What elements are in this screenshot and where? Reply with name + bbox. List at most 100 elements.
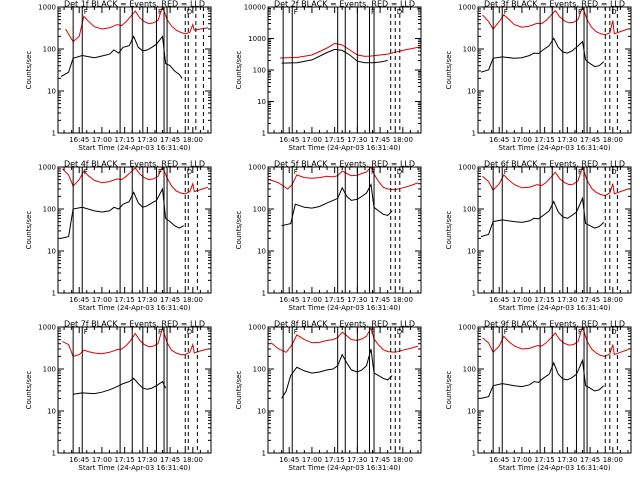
marker-label: F xyxy=(371,168,375,176)
x-tick-label: 17:00 xyxy=(302,296,322,304)
x-tick-label: 17:00 xyxy=(302,456,322,464)
marker-label: F xyxy=(504,328,508,336)
y-tick-label: 10 xyxy=(467,248,476,256)
x-tick-label: 16:45 xyxy=(279,456,299,464)
marker-label: F xyxy=(158,168,162,176)
x-tick-label: 17:00 xyxy=(92,456,112,464)
y-tick-label: 1 xyxy=(472,130,476,138)
x-tick-label: 17:15 xyxy=(535,456,555,464)
marker-label: F xyxy=(504,8,508,16)
x-tick-label: 17:00 xyxy=(512,456,532,464)
x-tick-label: 17:15 xyxy=(535,296,555,304)
y-axis-label: Counts/sec xyxy=(25,51,33,90)
events-series-line xyxy=(281,182,393,227)
y-tick-label: 1 xyxy=(52,130,56,138)
marker-label: F xyxy=(578,168,582,176)
x-tick-label: 17:15 xyxy=(115,456,135,464)
x-tick-label: 17:30 xyxy=(137,136,157,144)
events-series-line xyxy=(281,348,393,399)
chart-title: Det 2f BLACK = Events, RED = LLD xyxy=(274,0,415,9)
x-tick-label: 18:00 xyxy=(183,456,203,464)
y-axis-label: Counts/sec xyxy=(25,211,33,250)
x-tick-label: 17:15 xyxy=(325,296,345,304)
x-tick-label: 16:45 xyxy=(489,296,509,304)
y-tick-label: 100 xyxy=(253,206,266,214)
x-axis-label: Start Time (24-Apr-03 16:31:40) xyxy=(288,464,400,472)
marker-label: D xyxy=(187,328,192,336)
x-tick-label: 16:45 xyxy=(279,296,299,304)
y-axis-label: Counts/sec xyxy=(235,211,243,250)
y-tick-label: 100 xyxy=(463,46,476,54)
events-series-line xyxy=(480,358,605,399)
y-axis-label: Counts/sec xyxy=(445,211,453,250)
y-axis-label: Counts/sec xyxy=(445,51,453,90)
x-tick-label: 18:00 xyxy=(183,296,203,304)
x-tick-label: 17:30 xyxy=(347,296,367,304)
marker-label: D xyxy=(611,328,616,336)
y-tick-label: 1 xyxy=(262,130,266,138)
x-axis-label: Start Time (24-Apr-03 16:31:40) xyxy=(78,464,190,472)
y-axis-label: Counts/sec xyxy=(235,371,243,410)
marker-label: F xyxy=(158,328,162,336)
events-series-line xyxy=(73,377,167,395)
y-tick-label: 1 xyxy=(52,290,56,298)
lld-series-line xyxy=(482,327,629,357)
x-tick-label: 16:45 xyxy=(69,456,89,464)
x-tick-label: 17:45 xyxy=(160,296,180,304)
plot-frame xyxy=(267,326,422,454)
y-tick-label: 100 xyxy=(463,206,476,214)
chart-title: Det 6f BLACK = Events, RED = LLD xyxy=(484,160,625,169)
marker-label: F xyxy=(84,328,88,336)
x-tick-label: 17:15 xyxy=(325,136,345,144)
marker-label: F xyxy=(578,328,582,336)
y-tick-label: 1000 xyxy=(458,4,476,12)
x-axis-label: Start Time (24-Apr-03 16:31:40) xyxy=(288,304,400,312)
x-axis-label: Start Time (24-Apr-03 16:31:40) xyxy=(498,144,610,152)
y-tick-label: 1 xyxy=(472,290,476,298)
x-tick-label: 17:45 xyxy=(580,456,600,464)
y-tick-label: 1 xyxy=(52,450,56,458)
y-tick-label: 10000 xyxy=(244,4,266,12)
lld-series-line xyxy=(482,167,629,197)
x-tick-label: 17:15 xyxy=(535,136,555,144)
x-tick-label: 17:15 xyxy=(325,456,345,464)
y-tick-label: 10 xyxy=(47,248,56,256)
y-axis-label: Counts/sec xyxy=(445,371,453,410)
x-tick-label: 17:00 xyxy=(92,136,112,144)
x-tick-label: 17:30 xyxy=(347,136,367,144)
marker-label: F xyxy=(84,8,88,16)
plot-frame xyxy=(57,326,212,454)
y-tick-label: 10 xyxy=(257,248,266,256)
x-tick-label: 17:00 xyxy=(512,136,532,144)
events-series-line xyxy=(480,37,605,73)
y-tick-label: 1000 xyxy=(38,4,56,12)
y-tick-label: 100 xyxy=(463,366,476,374)
events-series-line xyxy=(60,187,184,239)
x-tick-label: 16:45 xyxy=(489,136,509,144)
x-tick-label: 16:45 xyxy=(279,136,299,144)
x-tick-label: 17:45 xyxy=(370,136,390,144)
chart-title: Det 4f BLACK = Events, RED = LLD xyxy=(64,160,205,169)
lld-series-line xyxy=(65,7,209,43)
plot-frame xyxy=(477,6,632,134)
x-tick-label: 17:15 xyxy=(115,136,135,144)
x-tick-label: 18:00 xyxy=(393,456,413,464)
y-tick-label: 1000 xyxy=(38,324,56,332)
x-tick-label: 17:45 xyxy=(160,136,180,144)
x-tick-label: 17:30 xyxy=(137,296,157,304)
chart-title: Det 7f BLACK = Events, RED = LLD xyxy=(64,320,205,329)
chart-title: Det 5f BLACK = Events, RED = LLD xyxy=(274,160,415,169)
y-tick-label: 10 xyxy=(467,88,476,96)
y-tick-label: 1000 xyxy=(248,324,266,332)
plot-frame xyxy=(477,166,632,294)
y-axis-label: Counts/sec xyxy=(25,371,33,410)
marker-label: F xyxy=(294,328,298,336)
y-tick-label: 10 xyxy=(47,408,56,416)
